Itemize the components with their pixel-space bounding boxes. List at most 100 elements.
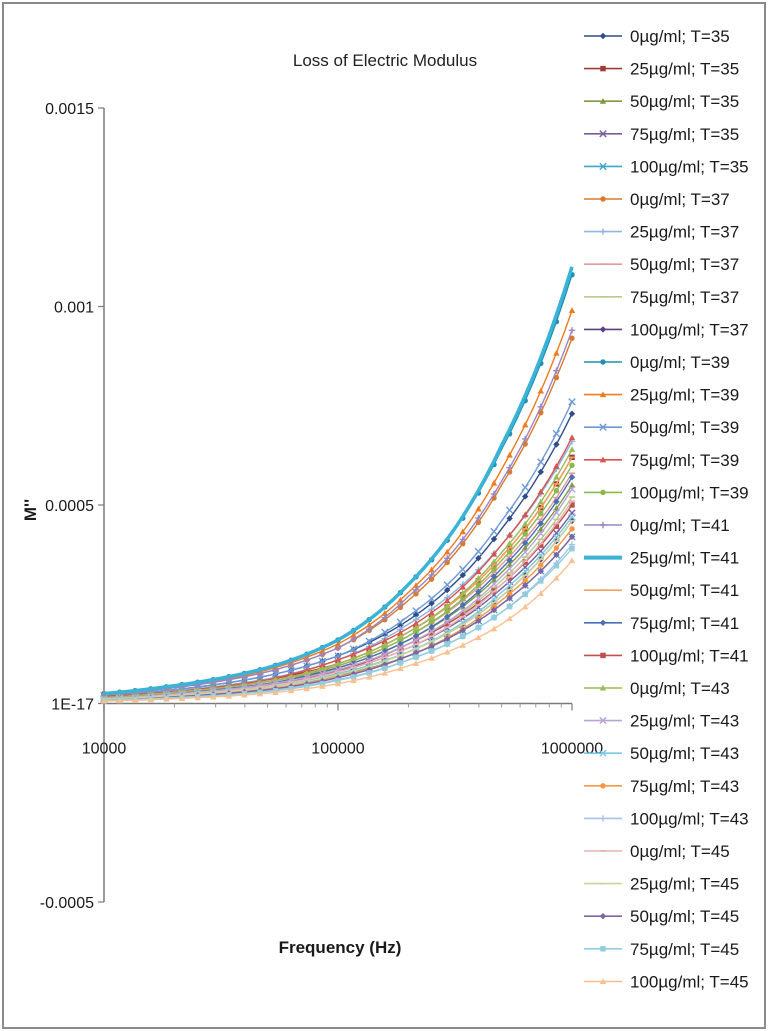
data-point (382, 665, 388, 671)
data-point (522, 531, 528, 537)
data-point (428, 571, 435, 579)
legend-marker (600, 196, 606, 202)
data-point (459, 607, 467, 615)
data-point (413, 591, 419, 597)
data-point (334, 680, 342, 687)
data-point (444, 635, 451, 643)
legend-label: 100µg/ml; T=37 (630, 320, 749, 339)
data-point (428, 576, 435, 582)
legend-marker (599, 749, 607, 757)
data-point (552, 429, 561, 438)
data-point (428, 619, 435, 625)
data-point (599, 456, 607, 463)
y-tick-label: -0.0005 (40, 895, 94, 912)
data-point (381, 628, 389, 636)
legend-entry: 0µg/ml; T=35 (584, 27, 730, 46)
chart-title: Loss of Electric Modulus (293, 51, 477, 70)
data-point (303, 653, 310, 660)
data-point (412, 624, 420, 631)
data-point (194, 694, 201, 701)
data-point (460, 540, 466, 547)
data-point (427, 594, 436, 603)
data-point (599, 391, 607, 398)
data-point (568, 327, 576, 334)
legend-marker (599, 913, 607, 920)
legend-entry: 25µg/ml; T=37 (584, 223, 739, 242)
legend-marker (599, 815, 607, 822)
data-point (428, 623, 435, 631)
data-point (444, 641, 450, 647)
data-point (319, 683, 326, 689)
legend-marker (600, 359, 606, 365)
data-point (350, 663, 357, 670)
data-point (599, 326, 607, 333)
data-point (506, 531, 513, 538)
data-point (553, 349, 560, 356)
data-point (568, 307, 576, 314)
data-point (475, 514, 482, 522)
y-tick-label: 0.001 (54, 300, 94, 317)
data-point (412, 632, 420, 640)
legend-entry: 50µg/ml; T=41 (584, 581, 739, 600)
data-point (459, 528, 466, 535)
data-point (475, 575, 482, 581)
data-point (506, 515, 513, 522)
data-point (490, 573, 498, 580)
legend-label: 50µg/ml; T=39 (630, 418, 739, 437)
legend-entry: 75µg/ml; T=39 (584, 451, 739, 470)
data-point (475, 568, 482, 575)
data-point (428, 609, 435, 616)
legend-label: 25µg/ml; T=35 (630, 60, 739, 79)
legend-label: 50µg/ml; T=37 (630, 255, 739, 274)
data-point (599, 815, 607, 822)
legend-entry: 50µg/ml; T=43 (584, 744, 739, 763)
data-point (537, 567, 544, 575)
data-point (490, 606, 498, 614)
legend-label: 0µg/ml; T=35 (630, 27, 730, 46)
legend-entry: 75µg/ml; T=45 (584, 940, 739, 959)
data-point (490, 479, 498, 486)
legend-entry: 100µg/ml; T=45 (584, 972, 749, 991)
data-point (599, 521, 607, 529)
data-point (334, 640, 342, 647)
data-point (568, 410, 576, 417)
data-point (490, 490, 498, 498)
legend-entry: 25µg/ml; T=39 (584, 386, 739, 405)
x-tick-label: 10000 (82, 741, 127, 758)
data-point (569, 526, 575, 532)
data-point (600, 359, 606, 365)
data-point (569, 335, 575, 341)
data-point (537, 387, 544, 394)
legend-label: 75µg/ml; T=35 (630, 125, 739, 144)
data-point (350, 670, 357, 678)
data-point (568, 474, 576, 481)
data-point (412, 586, 420, 593)
data-point (568, 557, 576, 564)
data-point (552, 508, 561, 517)
data-point (599, 978, 607, 984)
data-point (132, 697, 139, 703)
data-point (460, 633, 466, 640)
data-point (147, 696, 154, 703)
legend-entry: 100µg/ml; T=41 (584, 646, 749, 665)
data-point (303, 666, 310, 673)
data-point (381, 637, 388, 644)
data-point (568, 485, 576, 493)
data-point (522, 421, 529, 428)
data-point (522, 577, 528, 584)
data-point (443, 618, 451, 626)
data-point (381, 631, 388, 638)
data-point (522, 582, 529, 589)
legend-marker (599, 619, 607, 626)
legend-label: 0µg/ml; T=45 (630, 842, 730, 861)
legend-entry: 0µg/ml; T=39 (584, 353, 730, 372)
data-point (272, 689, 279, 695)
legend-label: 100µg/ml; T=41 (630, 646, 749, 665)
data-point (537, 468, 544, 476)
data-point (568, 446, 576, 452)
data-point (412, 620, 420, 626)
data-point (599, 228, 607, 235)
data-point (366, 673, 373, 680)
data-point (319, 662, 326, 668)
